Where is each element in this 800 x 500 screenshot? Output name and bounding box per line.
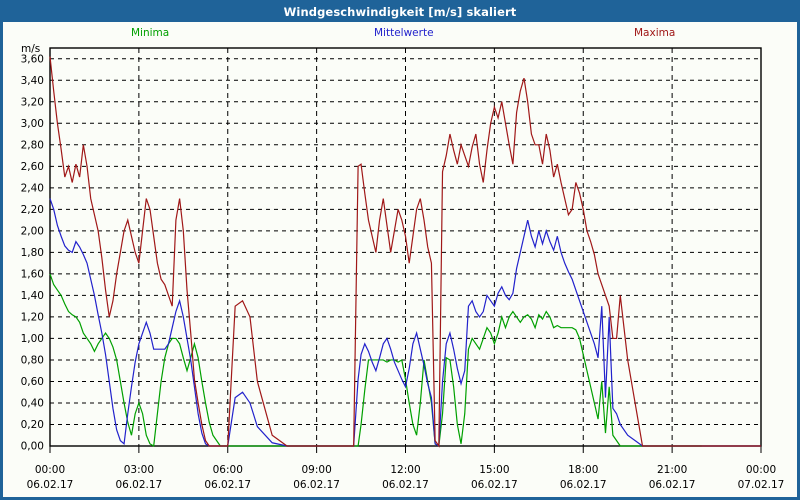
series-line-maxima [49,56,761,448]
y-tick-label: 1,40 [21,290,44,302]
y-tick-label: 0,00 [21,441,44,453]
y-tick-label: 1,60 [21,268,44,280]
x-tick-date-label: 06.02.17 [471,479,518,491]
y-tick-label: 2,20 [21,204,44,216]
y-tick-label: 0,60 [21,376,44,388]
series-line-minima [49,273,702,447]
x-tick-time-label: 12:00 [390,464,420,476]
x-tick-time-label: 06:00 [213,464,243,476]
y-tick-label: 3,00 [21,118,44,130]
y-tick-label: 3,60 [21,53,44,65]
x-tick-time-label: 00:00 [35,464,65,476]
x-tick-date-label: 06.02.17 [115,479,162,491]
x-tick-date-label: 06.02.17 [27,479,74,491]
x-tick-date-label: 06.02.17 [560,479,607,491]
legend-item-minima: Minima [131,27,170,39]
legend-item-maxima: Maxima [634,27,676,39]
y-tick-label: 1,20 [21,312,44,324]
y-tick-label: 0,20 [21,419,44,431]
x-tick-time-label: 18:00 [568,464,598,476]
legend-item-mittelwerte: Mittelwerte [374,27,434,39]
x-tick-time-label: 15:00 [479,464,509,476]
y-axis-unit-label: m/s [21,43,41,55]
x-tick-time-label: 03:00 [124,464,154,476]
plot-area: 0,00 0,20 0,40 0,60 0,80 1,00 1,20 1,40 1,60 1,80… [3,3,797,497]
x-tick-time-label: 09:00 [301,464,331,476]
x-tick-date-label: 06.02.17 [204,479,251,491]
y-tick-label: 2,00 [21,225,44,237]
x-tick-time-label: 21:00 [657,464,687,476]
y-tick-label: 2,40 [21,182,44,194]
window-title: Windgeschwindigkeit [m/s] skaliert [3,3,797,22]
x-tick-date-label: 06.02.17 [649,479,696,491]
y-tick-label: 1,00 [21,333,44,345]
y-tick-label: 2,80 [21,139,44,151]
x-tick-time-label: 00:00 [746,464,776,476]
y-tick-label: 3,40 [21,75,44,87]
x-tick-date-label: 06.02.17 [293,479,340,491]
y-tick-label: 3,20 [21,96,44,108]
x-tick-date-label: 06.02.17 [382,479,429,491]
y-tick-label: 0,80 [21,355,44,367]
x-tick-date-label: 07.02.17 [738,479,785,491]
plot-frame [49,47,762,447]
y-tick-label: 0,40 [21,398,44,410]
y-tick-label: 1,80 [21,247,44,259]
y-tick-label: 2,60 [21,161,44,173]
series-line-mittelwerte [49,198,761,448]
wind-speed-chart: 0,00 0,20 0,40 0,60 0,80 1,00 1,20 1,40 1,60 1,80… [21,47,785,491]
